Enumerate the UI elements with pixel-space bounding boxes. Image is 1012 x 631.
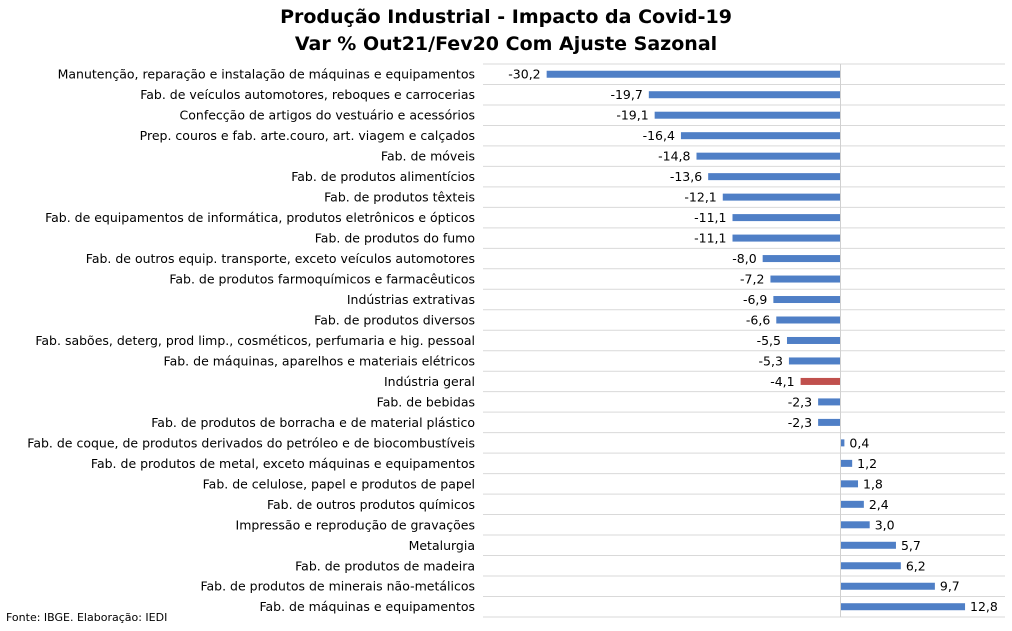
data-label: -11,1 bbox=[694, 210, 726, 225]
data-label: -12,1 bbox=[684, 190, 716, 205]
category-label: Fab. de máquinas e equipamentos bbox=[259, 599, 475, 614]
bar bbox=[773, 296, 841, 304]
category-label: Fab. de celulose, papel e produtos de pa… bbox=[203, 476, 475, 491]
data-label: -4,1 bbox=[770, 374, 794, 389]
category-label: Impressão e reprodução de gravações bbox=[236, 517, 475, 532]
chart-title: Produção Industrial - Impacto da Covid-1… bbox=[280, 6, 732, 28]
category-label: Fab. de produtos de madeira bbox=[295, 558, 475, 573]
data-label: 1,2 bbox=[857, 456, 877, 471]
data-label: -19,7 bbox=[610, 87, 642, 102]
bar bbox=[786, 336, 841, 344]
bar bbox=[840, 541, 896, 549]
data-label: -14,8 bbox=[658, 149, 690, 164]
bar bbox=[648, 91, 841, 99]
data-label: 1,8 bbox=[863, 476, 883, 491]
bar bbox=[818, 398, 841, 406]
bar bbox=[840, 459, 853, 467]
category-label: Fab. de produtos de borracha e de materi… bbox=[151, 415, 475, 430]
chart-title-block: Produção Industrial - Impacto da Covid-1… bbox=[0, 4, 1012, 58]
data-label: 9,7 bbox=[940, 579, 960, 594]
category-label: Fab. de móveis bbox=[381, 149, 475, 164]
bar bbox=[840, 521, 870, 529]
bar bbox=[776, 316, 841, 324]
bar bbox=[762, 255, 841, 263]
category-label: Fab. de equipamentos de informática, pro… bbox=[45, 210, 475, 225]
data-label: -2,3 bbox=[788, 394, 812, 409]
category-label: Manutenção, reparação e instalação de má… bbox=[58, 67, 475, 82]
category-label: Fab. de máquinas, aparelhos e materiais … bbox=[164, 353, 475, 368]
bar bbox=[654, 111, 841, 119]
data-label: -5,5 bbox=[757, 333, 781, 348]
bar bbox=[840, 603, 966, 611]
category-label: Metalurgia bbox=[409, 538, 475, 553]
bar bbox=[800, 377, 841, 385]
category-label: Indústrias extrativas bbox=[347, 292, 475, 307]
data-label: -5,3 bbox=[759, 353, 783, 368]
category-label: Fab. sabões, deterg, prod limp., cosméti… bbox=[35, 333, 475, 348]
bar bbox=[840, 500, 864, 508]
data-label: -11,1 bbox=[694, 231, 726, 246]
data-label: -6,9 bbox=[743, 292, 767, 307]
category-label: Fab. de coque, de produtos derivados do … bbox=[27, 435, 475, 450]
bar bbox=[770, 275, 841, 283]
category-label: Fab. de bebidas bbox=[377, 394, 475, 409]
data-label: -6,6 bbox=[746, 313, 770, 328]
bar bbox=[732, 234, 841, 242]
category-label: Prep. couros e fab. arte.couro, art. via… bbox=[140, 128, 475, 143]
bar bbox=[696, 152, 841, 160]
data-label: 3,0 bbox=[875, 517, 895, 532]
data-label: -13,6 bbox=[670, 169, 702, 184]
data-label: 6,2 bbox=[906, 558, 926, 573]
bar bbox=[708, 173, 841, 181]
data-label: 2,4 bbox=[869, 497, 889, 512]
category-label: Fab. de produtos de minerais não-metálic… bbox=[200, 579, 475, 594]
category-label: Fab. de produtos de metal, exceto máquin… bbox=[91, 456, 475, 471]
category-label: Fab. de produtos farmoquímicos e farmacê… bbox=[169, 272, 475, 287]
bar bbox=[546, 70, 841, 78]
category-label: Fab. de outros equip. transporte, exceto… bbox=[86, 251, 475, 266]
source-note: Fonte: IBGE. Elaboração: IEDI bbox=[6, 611, 168, 624]
chart-subtitle: Var % Out21/Fev20 Com Ajuste Sazonal bbox=[294, 33, 718, 55]
data-label: -19,1 bbox=[616, 108, 648, 123]
category-label: Fab. de produtos alimentícios bbox=[291, 169, 475, 184]
data-label: 5,7 bbox=[901, 538, 921, 553]
bar bbox=[840, 480, 859, 488]
category-label: Fab. de produtos diversos bbox=[314, 313, 475, 328]
category-label: Fab. de produtos têxteis bbox=[324, 190, 475, 205]
category-label: Fab. de produtos do fumo bbox=[315, 231, 475, 246]
data-label: 0,4 bbox=[849, 435, 869, 450]
data-label: 12,8 bbox=[970, 599, 998, 614]
bar bbox=[722, 193, 841, 201]
category-label: Fab. de outros produtos químicos bbox=[267, 497, 475, 512]
bar bbox=[840, 562, 901, 570]
bar bbox=[680, 132, 841, 140]
data-label: -16,4 bbox=[643, 128, 675, 143]
data-label: -7,2 bbox=[740, 272, 764, 287]
data-label: -8,0 bbox=[732, 251, 756, 266]
category-label: Fab. de veículos automotores, reboques e… bbox=[140, 87, 475, 102]
data-label: -30,2 bbox=[508, 67, 540, 82]
data-label: -2,3 bbox=[788, 415, 812, 430]
bar bbox=[732, 214, 841, 222]
category-label: Indústria geral bbox=[384, 374, 475, 389]
bar bbox=[840, 582, 935, 590]
bar bbox=[840, 439, 845, 447]
bar bbox=[788, 357, 841, 365]
bar bbox=[818, 418, 841, 426]
category-label: Confecção de artigos do vestuário e aces… bbox=[180, 108, 475, 123]
